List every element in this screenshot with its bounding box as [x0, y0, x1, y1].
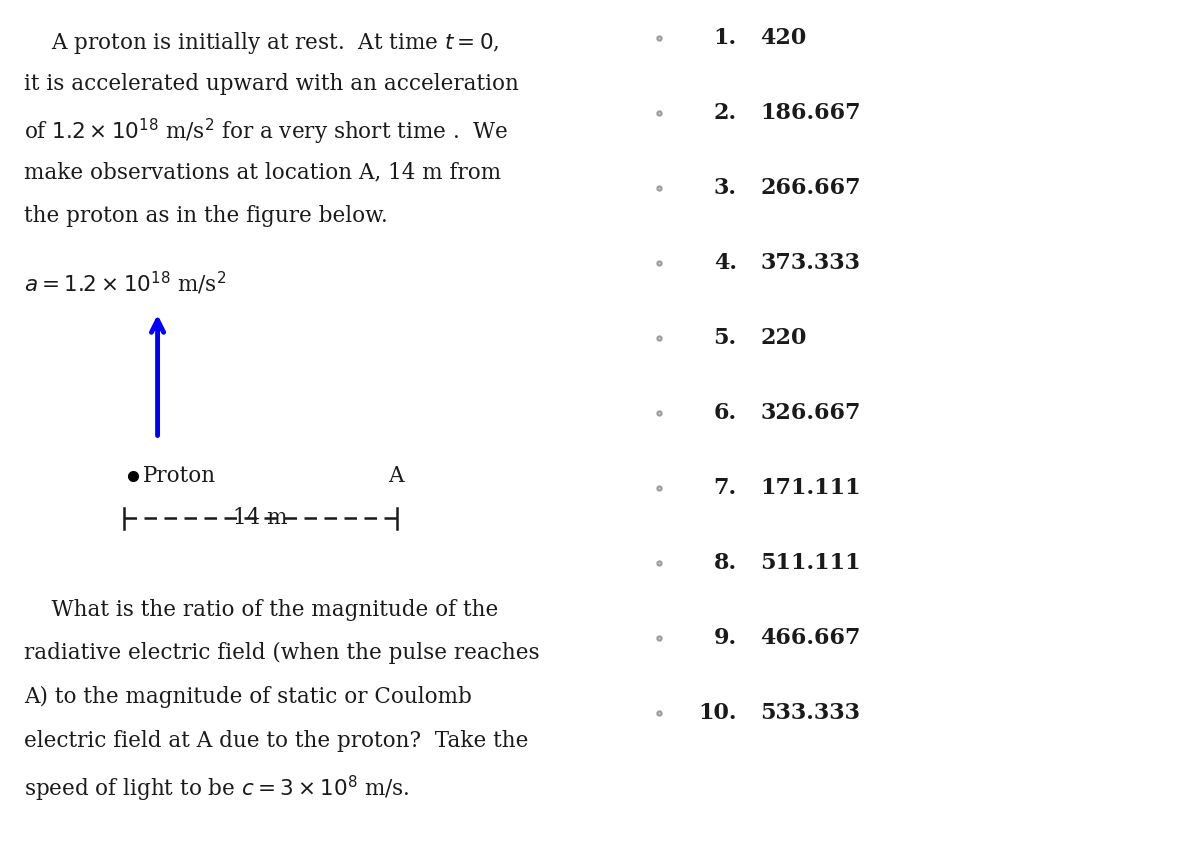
Text: it is accelerated upward with an acceleration: it is accelerated upward with an acceler… — [24, 73, 520, 95]
Text: 4.: 4. — [714, 252, 737, 274]
Text: A) to the magnitude of static or Coulomb: A) to the magnitude of static or Coulomb — [24, 686, 472, 708]
Text: make observations at location A, 14 m from: make observations at location A, 14 m fr… — [24, 161, 502, 183]
Text: Proton: Proton — [143, 465, 216, 487]
Text: 533.333: 533.333 — [761, 702, 860, 724]
Text: 8.: 8. — [714, 552, 737, 574]
Point — [650, 406, 670, 420]
Text: the proton as in the figure below.: the proton as in the figure below. — [24, 205, 388, 227]
Text: What is the ratio of the magnitude of the: What is the ratio of the magnitude of th… — [24, 599, 498, 620]
Text: radiative electric field (when the pulse reaches: radiative electric field (when the pulse… — [24, 642, 540, 664]
Text: 9.: 9. — [714, 627, 737, 649]
Text: 2.: 2. — [714, 102, 737, 124]
Point — [650, 181, 670, 195]
Text: 326.667: 326.667 — [761, 402, 860, 424]
Point — [650, 106, 670, 120]
Text: 5.: 5. — [714, 327, 737, 349]
Point — [650, 481, 670, 495]
Text: 14 m: 14 m — [233, 507, 288, 529]
Text: 420: 420 — [761, 27, 806, 49]
Text: speed of light to be $c = 3 \times 10^8$ m/s.: speed of light to be $c = 3 \times 10^8$… — [24, 774, 409, 804]
Text: 511.111: 511.111 — [761, 552, 862, 574]
Point — [650, 256, 670, 270]
Text: 186.667: 186.667 — [761, 102, 862, 124]
Text: A: A — [388, 465, 403, 487]
Text: 373.333: 373.333 — [761, 252, 860, 274]
Point — [650, 706, 670, 720]
Point — [650, 631, 670, 645]
Text: 171.111: 171.111 — [761, 477, 862, 499]
Text: $a = 1.2 \times 10^{18}$ m/s$^2$: $a = 1.2 \times 10^{18}$ m/s$^2$ — [24, 270, 227, 297]
Text: 266.667: 266.667 — [761, 177, 862, 199]
Text: 1.: 1. — [714, 27, 737, 49]
Text: 220: 220 — [761, 327, 806, 349]
Text: 7.: 7. — [714, 477, 737, 499]
Text: 10.: 10. — [698, 702, 737, 724]
Text: 3.: 3. — [714, 177, 737, 199]
Point — [650, 556, 670, 570]
Point — [650, 31, 670, 45]
Point — [650, 331, 670, 345]
Text: 466.667: 466.667 — [761, 627, 860, 649]
Text: A proton is initially at rest.  At time $t = 0$,: A proton is initially at rest. At time $… — [24, 30, 499, 56]
Text: 6.: 6. — [714, 402, 737, 424]
Text: of $1.2 \times 10^{18}$ m/s$^2$ for a very short time .  We: of $1.2 \times 10^{18}$ m/s$^2$ for a ve… — [24, 117, 509, 148]
Text: electric field at A due to the proton?  Take the: electric field at A due to the proton? T… — [24, 730, 529, 752]
